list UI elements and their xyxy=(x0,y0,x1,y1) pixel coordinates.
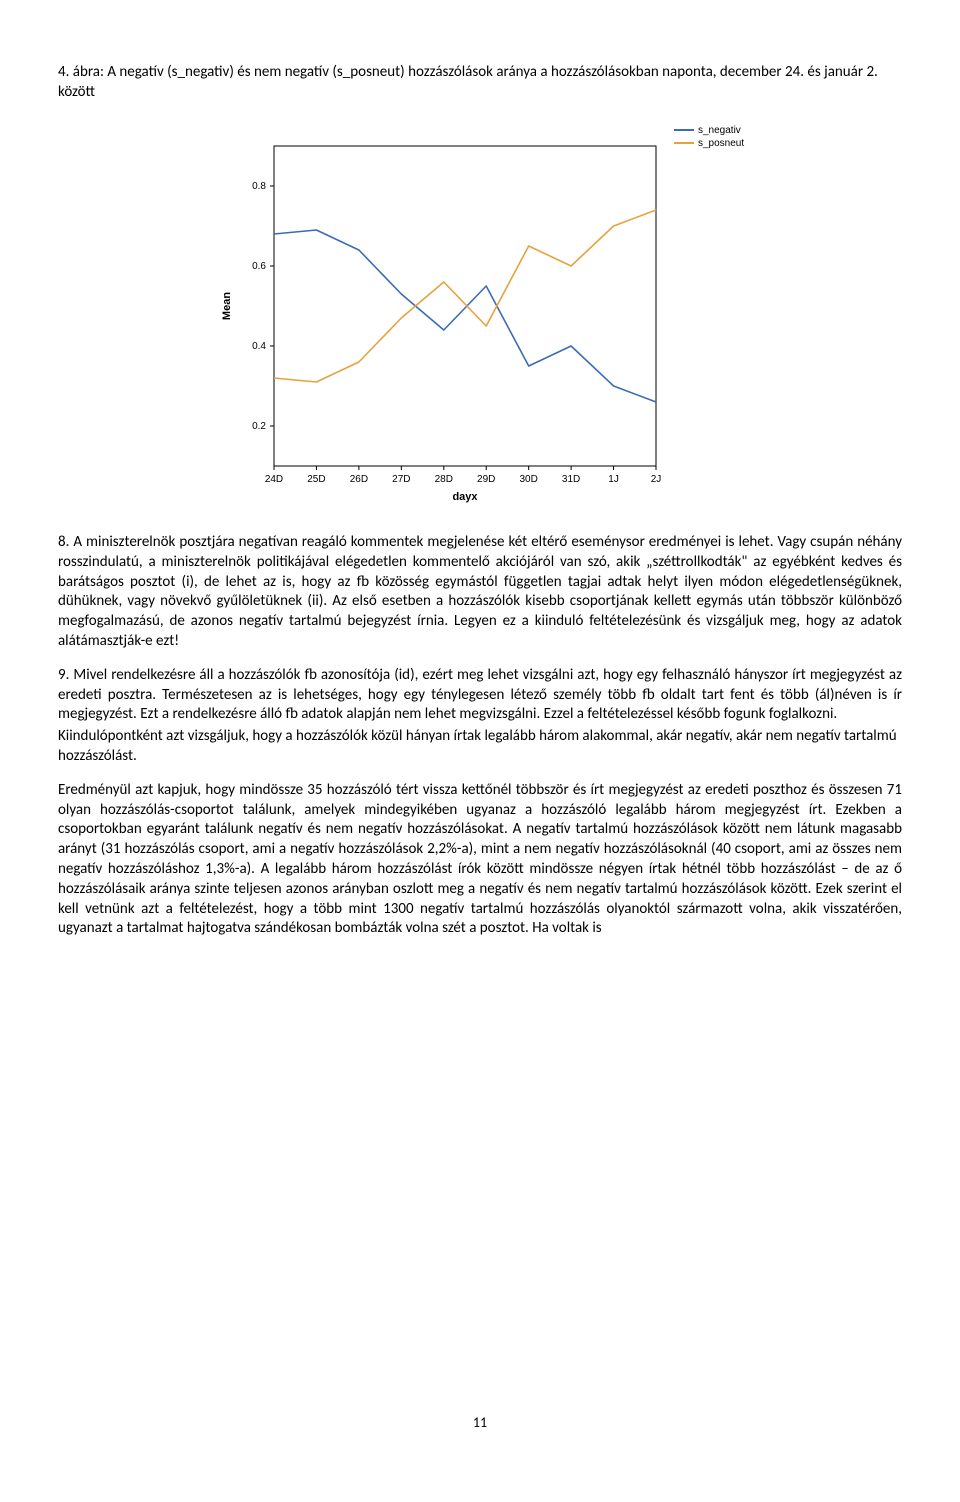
paragraph-10: Eredményül azt kapjuk, hogy mindössze 35… xyxy=(58,781,902,939)
svg-text:dayx: dayx xyxy=(452,491,478,503)
chart-svg: 0.2 0.4 0.6 0.8 24D 25D 26D 27D 28D 29D 30D 31D 1J 2J… xyxy=(200,112,760,507)
paragraph-9a: 9. Mivel rendelkezésre áll a hozzászólók… xyxy=(58,666,902,725)
svg-text:s_posneut: s_posneut xyxy=(698,138,744,149)
svg-text:26D: 26D xyxy=(350,474,368,485)
line-chart: 0.2 0.4 0.6 0.8 24D 25D 26D 27D 28D 29D 30D 31D 1J 2J… xyxy=(200,112,760,507)
svg-text:s_negativ: s_negativ xyxy=(698,125,741,136)
svg-text:Mean: Mean xyxy=(221,292,233,320)
svg-text:0.8: 0.8 xyxy=(252,181,266,192)
figure-caption: 4. ábra: A negatív (s_negativ) és nem ne… xyxy=(58,63,902,102)
svg-text:0.2: 0.2 xyxy=(252,421,266,432)
paragraph-9b: Kiindulópontként azt vizsgáljuk, hogy a … xyxy=(58,727,902,767)
svg-text:28D: 28D xyxy=(435,474,453,485)
svg-text:0.4: 0.4 xyxy=(252,341,266,352)
svg-text:31D: 31D xyxy=(562,474,580,485)
svg-text:30D: 30D xyxy=(519,474,537,485)
svg-text:2J: 2J xyxy=(651,474,662,485)
svg-text:27D: 27D xyxy=(392,474,410,485)
svg-text:25D: 25D xyxy=(307,474,325,485)
paragraph-8: 8. A miniszterelnök posztjára negatívan … xyxy=(58,533,902,652)
svg-text:1J: 1J xyxy=(608,474,619,485)
svg-text:29D: 29D xyxy=(477,474,495,485)
svg-text:0.6: 0.6 xyxy=(252,261,266,272)
svg-text:24D: 24D xyxy=(265,474,283,485)
page-number: 11 xyxy=(58,1414,902,1432)
